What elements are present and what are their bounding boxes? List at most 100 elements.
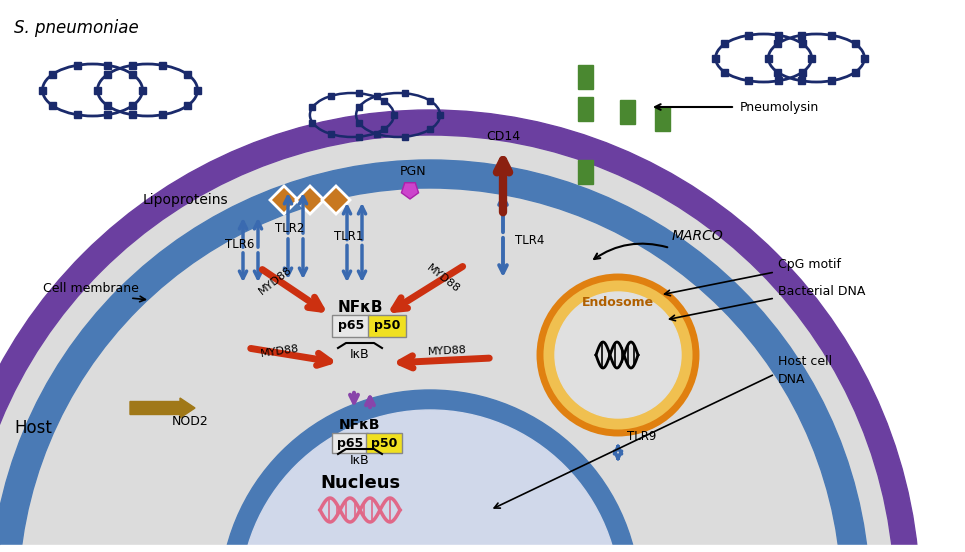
Bar <box>128 62 135 69</box>
Polygon shape <box>270 186 298 214</box>
Wedge shape <box>0 110 920 552</box>
Text: MYD88: MYD88 <box>257 265 293 297</box>
FancyBboxPatch shape <box>332 315 370 337</box>
Bar <box>184 71 191 78</box>
Bar <box>356 104 362 110</box>
Bar <box>799 40 806 47</box>
Bar <box>427 98 433 104</box>
Text: TLR2: TLR2 <box>275 222 305 235</box>
Bar <box>159 111 166 118</box>
Text: p50: p50 <box>373 320 400 332</box>
Text: CpG motif: CpG motif <box>778 258 841 271</box>
Bar <box>798 31 805 39</box>
Bar <box>828 77 835 84</box>
FancyBboxPatch shape <box>332 433 368 453</box>
Bar <box>427 126 433 132</box>
Bar <box>128 111 135 118</box>
Text: MARCO: MARCO <box>672 229 724 243</box>
Bar <box>104 111 111 118</box>
Text: Pneumolysin: Pneumolysin <box>740 100 819 114</box>
Text: MYD88: MYD88 <box>427 345 467 357</box>
Text: IκB: IκB <box>350 454 370 466</box>
Circle shape <box>555 292 681 418</box>
Circle shape <box>540 277 696 433</box>
Text: TLR9: TLR9 <box>627 430 656 443</box>
Bar <box>104 62 111 69</box>
Bar <box>774 68 781 76</box>
Bar <box>381 98 387 104</box>
Bar <box>578 65 593 89</box>
Text: NFκB: NFκB <box>337 300 383 315</box>
Bar <box>578 160 593 184</box>
Text: Host cell: Host cell <box>778 355 832 368</box>
Text: NOD2: NOD2 <box>172 415 208 428</box>
Bar <box>437 112 443 118</box>
Bar <box>578 97 593 121</box>
FancyArrow shape <box>130 398 195 418</box>
Bar <box>310 120 316 125</box>
Bar <box>775 77 782 84</box>
Bar <box>0 545 965 552</box>
Text: Cell membrane: Cell membrane <box>43 282 139 295</box>
Bar <box>159 62 166 69</box>
Text: TLR1: TLR1 <box>334 230 364 243</box>
Text: Bacterial DNA: Bacterial DNA <box>778 285 866 298</box>
Text: p65: p65 <box>338 320 364 332</box>
Text: IκB: IκB <box>350 348 370 362</box>
Bar <box>765 55 772 61</box>
Text: p50: p50 <box>371 437 398 449</box>
Bar <box>745 31 753 39</box>
Bar <box>328 93 334 99</box>
FancyBboxPatch shape <box>368 315 406 337</box>
Text: MYD88: MYD88 <box>425 263 461 295</box>
Text: Host: Host <box>14 419 52 437</box>
Bar <box>391 112 397 118</box>
Bar <box>356 120 362 125</box>
Bar <box>129 71 136 78</box>
Bar <box>73 62 80 69</box>
Bar <box>103 102 111 109</box>
Bar <box>129 102 136 109</box>
Bar <box>712 55 719 61</box>
Bar <box>775 31 782 39</box>
Bar <box>48 71 56 78</box>
Bar <box>402 91 408 97</box>
Bar <box>852 68 859 76</box>
Text: Nucleus: Nucleus <box>320 474 400 492</box>
Text: Endosome: Endosome <box>582 296 654 310</box>
Bar <box>374 131 380 137</box>
Text: S. pneumoniae: S. pneumoniae <box>14 19 139 37</box>
Polygon shape <box>322 186 350 214</box>
Text: DNA: DNA <box>778 373 806 386</box>
Text: CD14: CD14 <box>486 130 520 143</box>
Bar <box>356 134 362 140</box>
FancyBboxPatch shape <box>366 433 402 453</box>
Bar <box>798 77 805 84</box>
Bar <box>139 87 146 93</box>
Wedge shape <box>0 135 895 552</box>
Wedge shape <box>240 410 620 552</box>
Text: NFκB: NFκB <box>340 418 381 432</box>
Bar <box>94 87 101 93</box>
Bar <box>356 91 362 97</box>
Bar <box>721 40 729 47</box>
Text: Lipoproteins: Lipoproteins <box>143 193 228 207</box>
Bar <box>808 55 815 61</box>
Bar <box>194 87 201 93</box>
Bar <box>721 68 729 76</box>
Bar <box>310 104 316 110</box>
Bar <box>852 40 859 47</box>
Text: PGN: PGN <box>400 165 427 178</box>
Bar <box>861 55 868 61</box>
Text: TLR6: TLR6 <box>225 238 255 251</box>
Polygon shape <box>401 183 419 199</box>
Bar <box>745 77 753 84</box>
Bar <box>381 126 387 132</box>
Polygon shape <box>296 186 324 214</box>
Text: TLR4: TLR4 <box>515 234 544 247</box>
Bar <box>48 102 56 109</box>
Bar <box>39 87 46 93</box>
Text: p65: p65 <box>337 437 363 449</box>
Bar <box>184 102 191 109</box>
Bar <box>620 100 635 124</box>
